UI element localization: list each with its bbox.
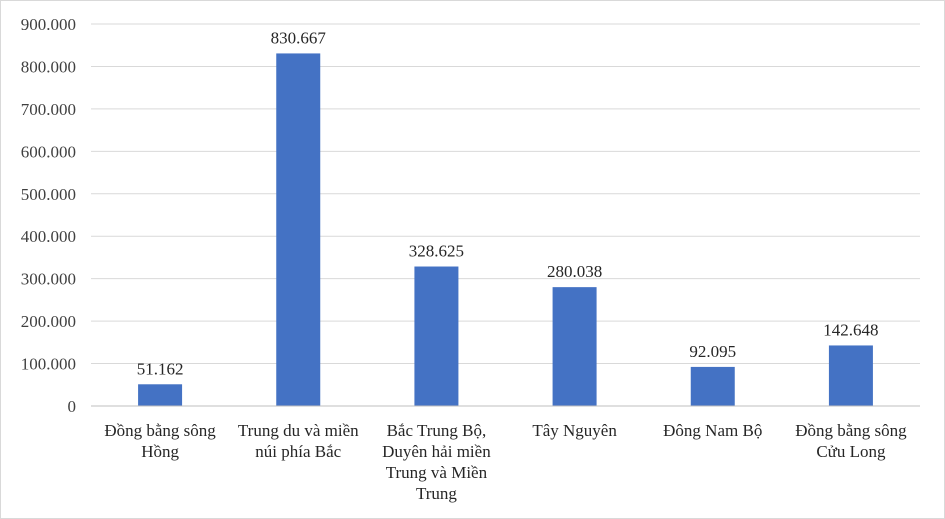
category-label: Đồng bằng sông Cửu Long [795, 421, 907, 461]
x-axis-category-labels: Đồng bằng sông Hồng Trung du và miền núi ph… [104, 421, 907, 503]
y-tick-label: 700.000 [21, 100, 76, 119]
y-tick-label: 400.000 [21, 227, 76, 246]
category-label-line: Trung du và miền [238, 421, 359, 440]
category-label: Bắc Trung Bộ, Duyên hải miền Trung và Miền… [382, 421, 491, 503]
category-label: Trung du và miền núi phía Bắc [238, 421, 359, 461]
category-label-line: Hồng [141, 442, 179, 461]
category-label-line: Tây Nguyên [532, 421, 617, 440]
category-label-line: Trung [416, 484, 457, 503]
category-label: Đông Nam Bộ [663, 421, 762, 440]
y-tick-label: 200.000 [21, 312, 76, 331]
y-tick-label: 600.000 [21, 142, 76, 161]
data-labels: 51.162 830.667 328.625 280.038 92.095 142.648 [137, 28, 879, 378]
bar [276, 53, 321, 406]
y-tick-label: 800.000 [21, 57, 76, 76]
data-label: 328.625 [409, 242, 464, 261]
y-tick-label: 0 [68, 397, 77, 416]
data-label: 92.095 [689, 342, 736, 361]
category-label-line: Duyên hải miền [382, 442, 491, 461]
category-label-line: núi phía Bắc [255, 442, 341, 461]
data-label: 280.038 [547, 262, 602, 281]
bar [414, 266, 459, 406]
category-label-line: Cửu Long [816, 442, 886, 461]
y-tick-label: 500.000 [21, 185, 76, 204]
bar [828, 345, 873, 406]
category-label-line: Bắc Trung Bộ, [387, 421, 487, 440]
category-label-line: Trung và Miền [386, 463, 488, 482]
bars [138, 53, 873, 406]
data-label: 51.162 [137, 359, 184, 378]
data-label: 142.648 [823, 320, 878, 339]
bar [138, 384, 183, 406]
y-tick-label: 100.000 [21, 355, 76, 374]
category-label-line: Đồng bằng sông [104, 421, 216, 440]
category-label: Tây Nguyên [532, 421, 617, 440]
category-label: Đồng bằng sông Hồng [104, 421, 216, 461]
data-label: 830.667 [271, 28, 327, 47]
category-label-line: Đông Nam Bộ [663, 421, 762, 440]
gridlines [91, 23, 920, 365]
y-tick-label: 900.000 [21, 15, 76, 34]
y-tick-label: 300.000 [21, 270, 76, 289]
y-axis-tick-labels: 0 100.000 200.000 300.000 400.000 500.000 600.… [21, 15, 76, 416]
bar [552, 287, 597, 406]
bar [690, 366, 735, 406]
category-label-line: Đồng bằng sông [795, 421, 907, 440]
